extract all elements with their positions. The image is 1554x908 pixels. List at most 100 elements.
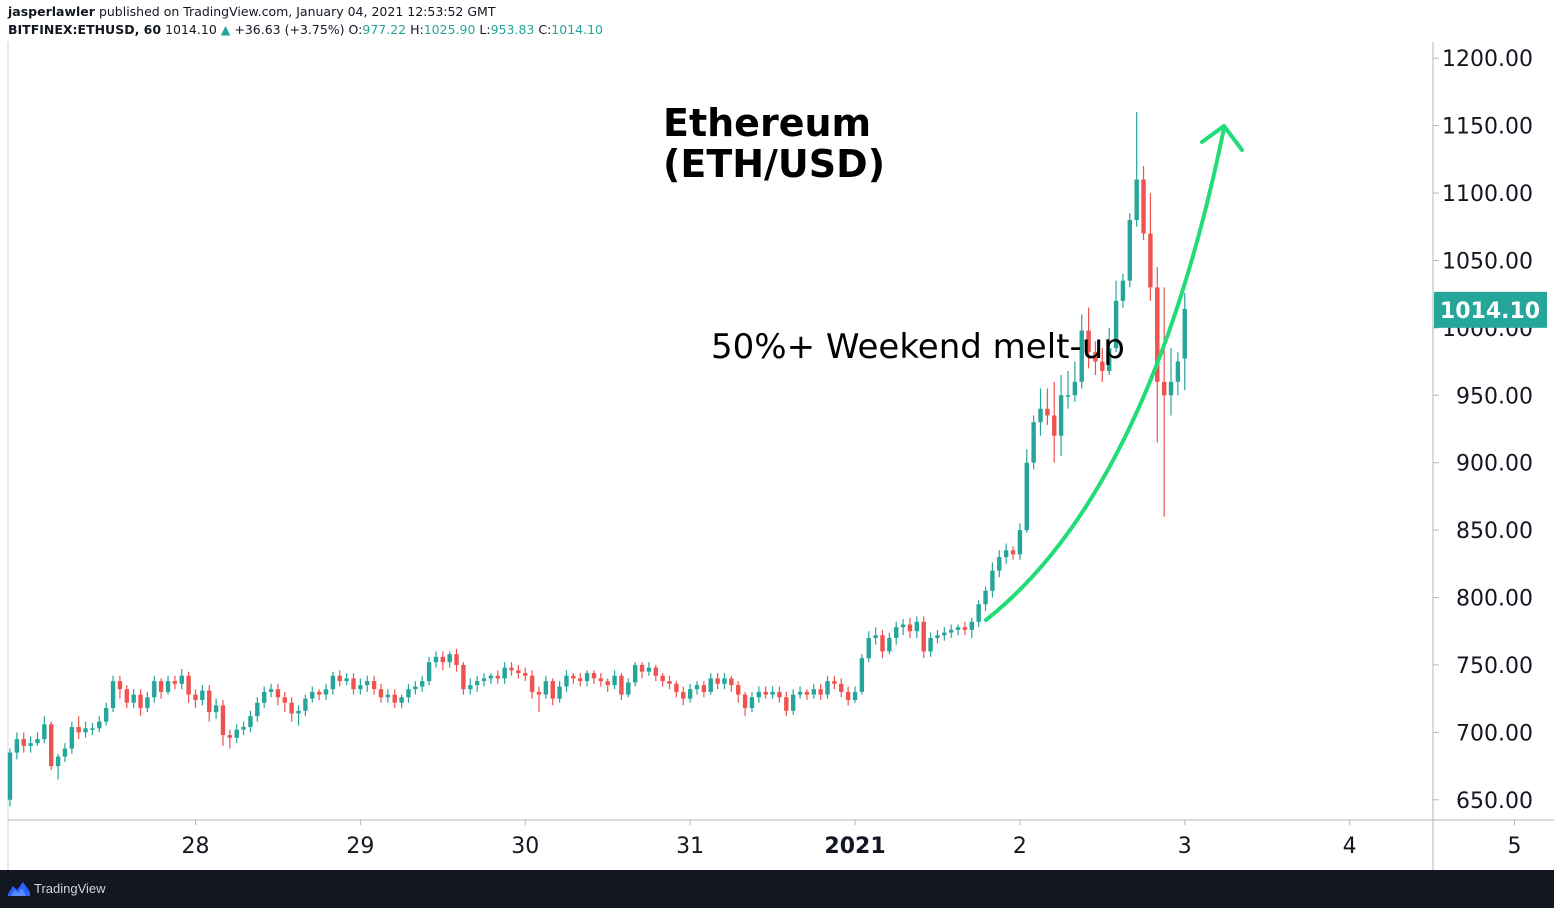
candle-body [241, 726, 246, 730]
candle-body [907, 624, 913, 632]
symbol-label[interactable]: BITFINEX:ETHUSD, 60 [8, 22, 162, 37]
candle-body [619, 675, 624, 695]
x-tick-label: 30 [511, 834, 539, 859]
candle-body [255, 702, 260, 717]
candle-body [543, 681, 549, 695]
candle-body [124, 689, 129, 703]
candle-body [667, 681, 672, 684]
y-tick-label: 850.00 [1456, 519, 1533, 544]
candle-body [268, 689, 274, 692]
x-tick-label: 3 [1178, 834, 1192, 859]
x-tick-label: 29 [346, 834, 374, 859]
candle-body [1065, 395, 1071, 397]
candle-body [770, 691, 775, 695]
candle-body [1038, 408, 1043, 423]
candle-body [97, 721, 102, 729]
candle-body [955, 627, 961, 630]
author-name[interactable]: jasperlawler [8, 4, 95, 19]
candle-body [28, 743, 33, 746]
ohlc-legend: BITFINEX:ETHUSD, 60 1014.10 ▲ +36.63 (+3… [8, 22, 603, 37]
candle-body [433, 656, 439, 663]
current-price-tag [1434, 291, 1547, 328]
price-chart[interactable]: 650.00 700.00 750.00 800.00 850.00 900.00 950.… [0, 0, 1554, 870]
candle-body [509, 667, 514, 671]
candle-body [914, 621, 920, 632]
x-tick-label: 4 [1343, 834, 1357, 859]
candle-body [935, 635, 940, 638]
y-tick-label: 700.00 [1456, 721, 1533, 746]
candle-body [213, 705, 219, 713]
candle-body [749, 697, 755, 709]
candle-body [289, 702, 294, 714]
candle-body [193, 694, 198, 700]
candle-body [495, 675, 500, 679]
candle-body [804, 691, 810, 695]
candle-body [584, 673, 590, 682]
candle-body [866, 637, 871, 659]
y-tick-label: 1100.00 [1442, 182, 1533, 207]
candle-body [942, 632, 947, 636]
candle-body [859, 658, 865, 692]
candle-body [818, 689, 823, 695]
chart-title-line: Ethereum [663, 101, 871, 145]
trend-arrow-icon [984, 126, 1226, 622]
tradingview-brand[interactable]: TradingView [34, 881, 106, 896]
candle-body [736, 685, 741, 695]
candle-body [900, 624, 906, 628]
candle-body [248, 716, 253, 727]
close-label: C: [538, 22, 552, 37]
candle-body [207, 690, 212, 713]
y-tick-label: 650.00 [1456, 789, 1533, 814]
open-label: O: [348, 22, 363, 37]
candle-body [852, 691, 858, 700]
x-tick-label: 28 [181, 834, 209, 859]
candle-body [344, 678, 349, 682]
high-label: H: [410, 22, 424, 37]
candle-body [516, 670, 521, 674]
candle-body [303, 698, 308, 711]
candle-body [1168, 381, 1174, 396]
candle-body [1079, 330, 1084, 382]
x-tick-label: 2 [1013, 834, 1027, 859]
candle-body [1024, 462, 1029, 531]
candle-body [227, 735, 233, 738]
candle-body [1134, 179, 1139, 220]
candle-body [461, 664, 466, 690]
candle-body [385, 694, 391, 698]
candle-body [440, 656, 446, 663]
candle-body [639, 664, 645, 672]
candle-body [413, 686, 418, 690]
candle-body [1182, 308, 1187, 359]
candle-body [948, 629, 954, 633]
candle-body [337, 675, 342, 682]
candle-body [777, 691, 782, 698]
candle-body [1155, 287, 1160, 382]
tradingview-logo-icon[interactable] [8, 880, 30, 896]
candle-body [426, 662, 432, 682]
candle-body [158, 681, 164, 692]
x-tick-label: 31 [676, 834, 704, 859]
candle-body [138, 694, 143, 709]
candle-body [632, 664, 638, 683]
candle-body [131, 694, 136, 703]
x-tick-label: 5 [1508, 834, 1522, 859]
candle-body [523, 673, 528, 676]
candle-body [69, 726, 75, 749]
candle-body [282, 697, 287, 703]
candle-body [756, 691, 762, 698]
candle-body [310, 691, 315, 699]
candle-body [399, 697, 404, 703]
last-price: 1014.10 [165, 22, 217, 37]
candle-body [275, 689, 281, 698]
y-tick-label: 800.00 [1456, 587, 1533, 612]
up-arrow-icon: ▲ [220, 22, 231, 37]
candle-body [784, 697, 789, 711]
candle-body [722, 678, 727, 684]
publish-info: published on TradingView.com, January 04… [98, 4, 496, 19]
candle-body [529, 675, 535, 692]
candle-body [1010, 550, 1016, 555]
candle-body [474, 681, 480, 686]
low-label: L: [479, 22, 491, 37]
open-value: 977.22 [362, 22, 407, 37]
candle-body [420, 681, 425, 687]
